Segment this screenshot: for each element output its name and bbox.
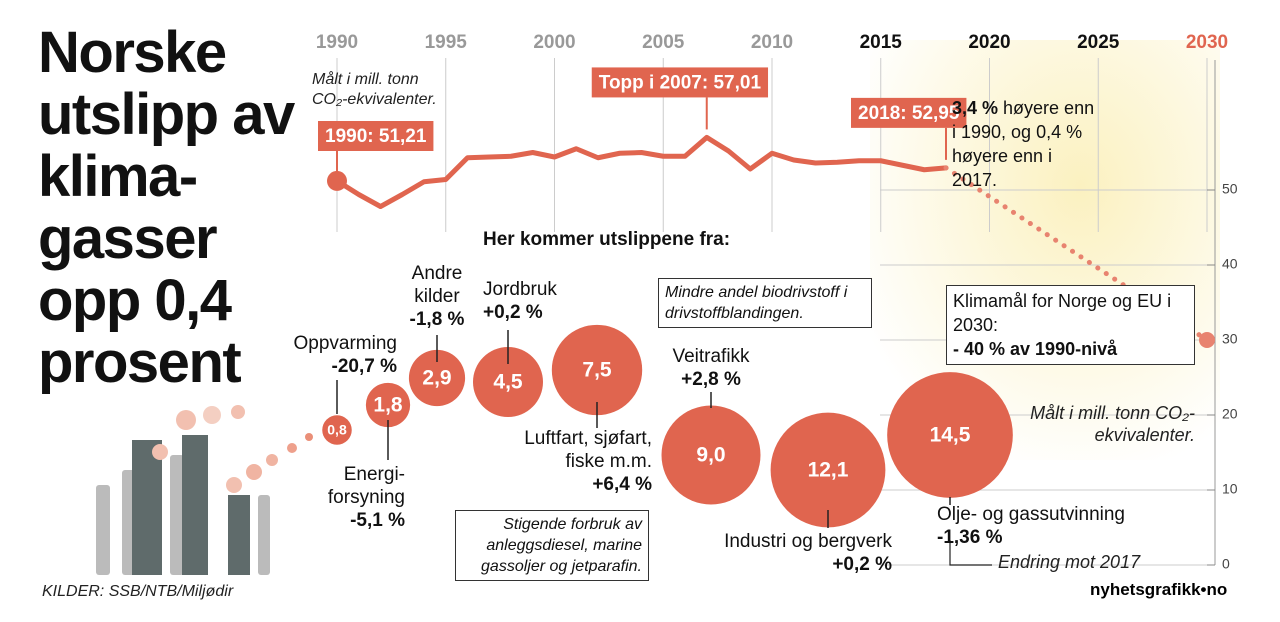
section-title: Her kommer utslippene fra: [483, 229, 731, 250]
bubble [770, 412, 886, 528]
bubble-value: 14,5 [930, 424, 971, 447]
value-callout: 2018: 52,95 [851, 97, 967, 160]
y-tick-label: 40 [1222, 256, 1238, 272]
callout-box [318, 121, 434, 151]
category-label: Olje- og gassutvinning [937, 504, 1125, 525]
callout-box [851, 97, 967, 128]
bubble-value: 0,8 [327, 422, 347, 438]
value-callout: Topp i 2007: 57,01 [591, 67, 769, 130]
category-label: Oppvarming [293, 333, 398, 354]
change-note: 3,4 % høyere enn i 1990, og 0,4 % høyere… [952, 96, 1102, 192]
y-tick-label: 30 [1222, 331, 1238, 347]
category-label: Jordbruk [483, 279, 557, 300]
bubble-label: Industri og bergverk +0,2 % [724, 530, 892, 576]
bubble-label: Jordbruk +0,2 % [483, 278, 557, 324]
start-point [327, 170, 347, 191]
change-label: +2,8 % [681, 369, 741, 390]
bubble-label: Luftfart, sjøfart, fiske m.m. +6,4 % [524, 427, 652, 496]
value-label: 2018: 52,95 [858, 103, 960, 124]
bubble-label: Andre kilder -1,8 % [337, 262, 537, 331]
category-label: Luftfart, sjøfart, fiske m.m. [524, 428, 652, 472]
y-tick-label: 10 [1222, 481, 1238, 497]
bubble [551, 324, 643, 416]
category-label: Energi- forsyning [327, 464, 405, 508]
note-text: høyere enn i 1990, og 0,4 % høyere enn i… [952, 98, 1095, 190]
category-label: Andre kilder [411, 263, 463, 307]
x-tick-label: 2025 [1077, 32, 1120, 53]
y-tick-label: 50 [1222, 181, 1238, 197]
callout-box [591, 67, 769, 98]
unit-note: Målt i mill. tonn CO₂-ekvivalenter. [1030, 403, 1195, 445]
bubble-value: 2,9 [422, 367, 451, 390]
bubble [661, 405, 761, 505]
x-tick-label: 2015 [860, 32, 903, 53]
title: Norske utslipp av klima- gasser opp 0,4 … [38, 20, 295, 395]
value-callout: 1990: 51,21 [318, 121, 434, 173]
x-tick-label: 2005 [642, 32, 685, 53]
x-tick-label: 2000 [533, 32, 575, 53]
emission-line [334, 134, 949, 209]
y-tick-label: 20 [1222, 406, 1238, 422]
bubble [322, 415, 352, 445]
bubble-label: Veitrafikk +2,8 % [611, 345, 811, 391]
x-tick-label: 2010 [751, 32, 793, 53]
bubble [408, 349, 466, 407]
bubble-label: Energi- forsyning -5,1 % [328, 463, 405, 532]
factory [96, 405, 313, 575]
x-tick-label: 2020 [968, 32, 1010, 53]
note-box: Mindre andel biodrivstoff i drivstoffbla… [658, 278, 872, 328]
value-label: 1990: 51,21 [325, 126, 427, 147]
change-label: -1,36 % [937, 527, 1003, 548]
bubble-value: 12,1 [808, 459, 849, 482]
bubble-value: 4,5 [493, 371, 523, 394]
change-label: +6,4 % [592, 474, 652, 495]
target-bold: - 40 % av 1990-nivå [953, 339, 1118, 359]
category-label: Industri og bergverk [724, 531, 892, 552]
logo: nyhetsgrafikk•no [1090, 580, 1228, 599]
x-tick-label: 1990 [316, 32, 358, 53]
category-label: Veitrafikk [672, 346, 750, 367]
value-label: Topp i 2007: 57,01 [599, 72, 762, 93]
change-label: +0,2 % [483, 302, 543, 323]
change-legend: Endring mot 2017 [998, 552, 1141, 572]
change-label: -20,7 % [331, 356, 397, 377]
subtitle: Målt i mill. tonn CO₂-ekvivalenter. [312, 71, 437, 108]
bubble [887, 372, 1013, 498]
y-tick-label: 0 [1222, 556, 1230, 572]
bubble [365, 382, 411, 428]
source: KILDER: SSB/NTB/Miljødir [42, 583, 234, 600]
note-box: Stigende forbruk av anleggsdiesel, marin… [455, 510, 649, 581]
bubble-label: Olje- og gassutvinning -1,36 % [937, 503, 1125, 549]
change-label: -1,8 % [409, 309, 465, 330]
note-bold: 3,4 % [952, 98, 999, 118]
x-tick-label: 2030 [1186, 32, 1228, 53]
bubble-value: 9,0 [696, 444, 725, 467]
target-text: Klimamål for Norge og EU i 2030: [953, 291, 1172, 335]
legend-bracket [949, 540, 992, 566]
target-note: Klimamål for Norge og EU i 2030: - 40 % a… [946, 285, 1195, 365]
change-label: +0,2 % [832, 554, 892, 575]
change-label: -5,1 % [350, 510, 405, 531]
bubble [472, 346, 544, 418]
bubble-value: 1,8 [373, 394, 403, 417]
bubble-value: 7,5 [582, 359, 612, 382]
x-tick-label: 1995 [425, 32, 468, 53]
bubble-label: Oppvarming -20,7 % [294, 332, 398, 378]
target-point [1199, 332, 1215, 348]
